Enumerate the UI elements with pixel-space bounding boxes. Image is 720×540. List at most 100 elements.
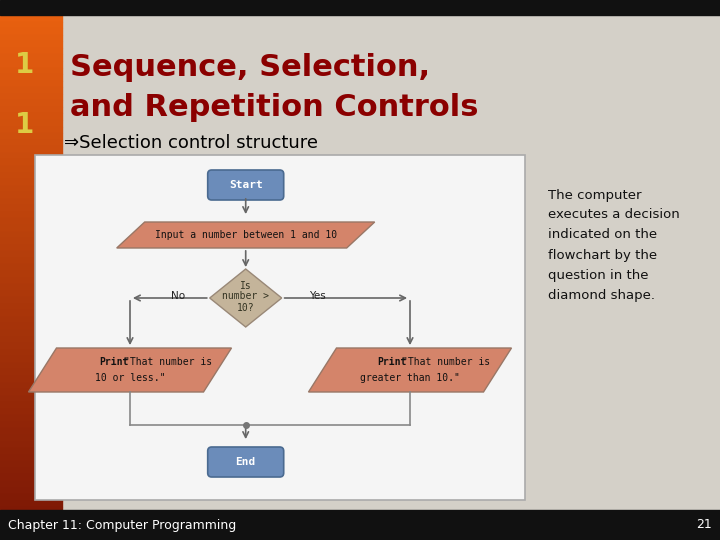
Bar	[0, 22, 62, 28]
Bar	[0, 48, 62, 55]
Bar	[0, 435, 62, 442]
Bar	[0, 343, 62, 350]
Bar	[0, 225, 62, 232]
Bar	[0, 120, 62, 126]
Text: Is: Is	[240, 281, 251, 291]
Bar	[0, 192, 62, 199]
Bar	[0, 55, 62, 61]
FancyBboxPatch shape	[207, 170, 284, 200]
Polygon shape	[29, 348, 232, 392]
Text: 10 or less.": 10 or less."	[95, 373, 166, 383]
Bar	[0, 455, 62, 461]
Bar	[0, 474, 62, 481]
Bar	[0, 15, 62, 22]
Bar	[0, 153, 62, 159]
Bar	[0, 369, 62, 376]
Bar	[0, 140, 62, 146]
Bar	[0, 87, 62, 94]
Bar	[0, 494, 62, 501]
Polygon shape	[210, 269, 282, 327]
Bar	[0, 146, 62, 153]
Bar	[0, 133, 62, 140]
Bar	[0, 238, 62, 245]
Bar	[0, 481, 62, 488]
Bar	[0, 291, 62, 297]
Polygon shape	[117, 222, 374, 248]
Bar	[0, 232, 62, 238]
Text: "That number is: "That number is	[402, 357, 490, 367]
Bar	[0, 330, 62, 336]
Bar	[0, 442, 62, 448]
Text: Print: Print	[377, 357, 407, 367]
Bar	[0, 310, 62, 317]
Text: and Repetition Controls: and Repetition Controls	[70, 93, 479, 123]
Bar	[0, 297, 62, 303]
Bar	[0, 317, 62, 323]
Bar	[0, 35, 62, 41]
Bar	[0, 61, 62, 68]
Bar	[0, 219, 62, 225]
Bar	[0, 448, 62, 455]
Text: number >: number >	[222, 291, 269, 301]
Bar	[0, 303, 62, 310]
Text: "That number is: "That number is	[124, 357, 212, 367]
Bar	[0, 507, 62, 514]
Bar	[0, 172, 62, 179]
Bar	[0, 376, 62, 382]
Bar	[0, 212, 62, 219]
Text: Chapter 11: Computer Programming: Chapter 11: Computer Programming	[8, 518, 236, 531]
Bar	[0, 409, 62, 415]
Bar	[0, 94, 62, 100]
Bar	[0, 534, 62, 540]
Text: The computer
executes a decision
indicated on the
flowchart by the
question in t: The computer executes a decision indicat…	[548, 188, 680, 301]
Bar	[0, 166, 62, 172]
Text: ⇒Selection control structure: ⇒Selection control structure	[64, 134, 318, 152]
Bar	[0, 501, 62, 507]
Bar	[0, 74, 62, 80]
Bar	[0, 521, 62, 527]
Bar	[0, 28, 62, 35]
Bar	[0, 336, 62, 343]
Bar	[0, 107, 62, 113]
FancyBboxPatch shape	[35, 155, 525, 500]
Bar	[0, 510, 720, 540]
Polygon shape	[308, 348, 511, 392]
Text: End: End	[235, 457, 256, 467]
Bar	[0, 415, 62, 422]
Bar	[0, 527, 62, 534]
Bar	[0, 113, 62, 120]
Bar	[0, 41, 62, 48]
Bar	[0, 186, 62, 192]
Bar	[0, 68, 62, 74]
Bar	[0, 350, 62, 356]
Bar	[0, 422, 62, 428]
Bar	[0, 382, 62, 389]
Bar	[0, 356, 62, 363]
Text: Start: Start	[229, 180, 263, 190]
Bar	[0, 284, 62, 291]
Bar	[0, 265, 62, 271]
Bar	[0, 199, 62, 205]
Text: 1: 1	[15, 51, 35, 79]
Text: Input a number between 1 and 10: Input a number between 1 and 10	[155, 230, 337, 240]
Bar	[0, 389, 62, 396]
Bar	[0, 514, 62, 521]
Bar	[0, 80, 62, 87]
Bar	[0, 205, 62, 212]
Text: greater than 10.": greater than 10."	[360, 373, 460, 383]
Text: Sequence, Selection,: Sequence, Selection,	[70, 53, 430, 83]
Bar	[0, 179, 62, 186]
Bar	[0, 323, 62, 330]
Bar	[0, 100, 62, 107]
Text: 21: 21	[696, 518, 712, 531]
Bar	[0, 468, 62, 474]
Text: 10?: 10?	[237, 303, 254, 313]
Bar	[0, 245, 62, 251]
Bar	[0, 251, 62, 258]
Text: Yes: Yes	[310, 291, 326, 301]
Bar	[0, 461, 62, 468]
Bar	[0, 278, 62, 284]
FancyBboxPatch shape	[207, 447, 284, 477]
Bar	[0, 0, 720, 15]
Text: No: No	[171, 291, 185, 301]
